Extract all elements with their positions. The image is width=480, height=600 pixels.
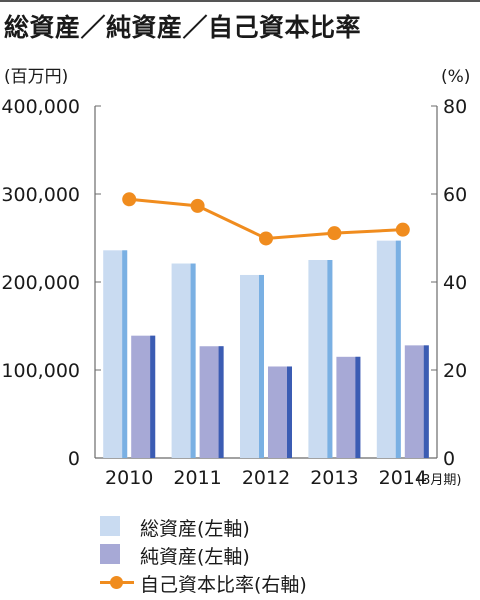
left-axis-unit: (百万円) [4,67,68,87]
legend-label-equity-ratio: 自己資本比率(右軸) [140,574,307,596]
chart-title: 総資産／純資産／自己資本比率 [4,13,362,42]
equity-ratio-point-2011 [190,198,205,213]
equity-ratio-point-2014 [395,222,410,237]
chart-area: (百万円) (%) 0 0 100,000 20 200,000 40 300,000 60 400… [1,67,470,489]
x-tick-label-2012: 2012 [242,467,290,489]
bar-shade [218,346,224,458]
left-tick-label: 400,000 [1,96,80,118]
equity-ratio-point-2010 [122,192,137,207]
bar-shade [327,260,333,458]
right-tick-label: 80 [443,96,467,118]
x-tick-label-2010: 2010 [105,467,153,489]
left-tick-label: 100,000 [1,360,80,382]
legend-swatch-total-assets [100,516,120,536]
x-tick-label-2011: 2011 [173,467,221,489]
bar-shade [190,263,196,458]
bar-shade [355,356,361,458]
right-tick-label: 20 [443,360,467,382]
bar-shade [122,250,128,458]
legend-swatch-net-assets [100,544,120,564]
legend-label-total-assets: 総資産(左軸) [140,518,250,540]
bar-shade [259,274,264,458]
right-tick-label: 60 [443,184,467,206]
top-rule [0,0,480,2]
left-tick-label: 0 [68,448,80,470]
equity-ratio-point-2012 [259,231,273,246]
left-tick-label: 300,000 [1,184,80,206]
bar-shade [150,335,156,458]
bar-shade [423,345,429,458]
equity-ratio-point-2013 [327,226,342,241]
legend-marker-equity-ratio [110,576,123,589]
bar-shade [287,366,292,458]
x-axis-unit-note: (3月期) [417,473,461,488]
right-tick-label: 0 [443,448,455,470]
right-axis-unit: (%) [441,67,470,87]
left-tick-label: 200,000 [1,272,80,294]
bar-shade [395,240,401,458]
right-tick-label: 40 [443,272,467,294]
legend-label-net-assets: 純資産(左軸) [140,546,250,568]
x-tick-label-2014: 2014 [379,467,427,489]
x-tick-label-2013: 2013 [310,467,358,489]
